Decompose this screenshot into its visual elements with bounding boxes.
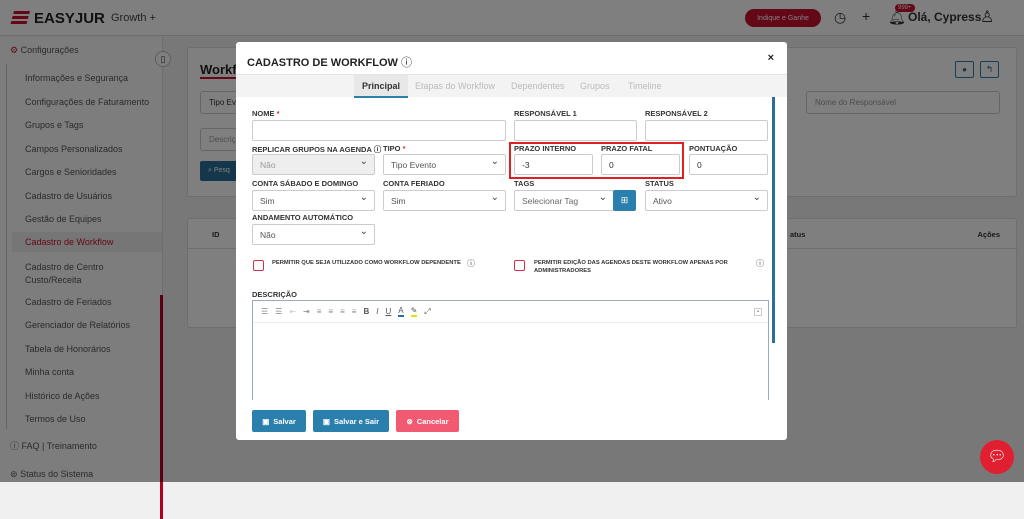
nome-label-text: NOME: [252, 109, 275, 118]
align-center-icon[interactable]: ≡: [328, 307, 334, 316]
indent-icon[interactable]: ⇥: [303, 307, 310, 316]
andamento-label: ANDAMENTO AUTOMÁTICO: [252, 213, 354, 222]
save-icon: ▣: [322, 416, 331, 426]
descricao-label: DESCRIÇÃO: [252, 290, 298, 299]
cancel-label: Cancelar: [416, 416, 449, 426]
conta-sabado-label: CONTA SÁBADO E DOMINGO: [252, 179, 359, 188]
ordered-list-icon[interactable]: ☰: [261, 307, 269, 316]
nome-label: NOME *: [252, 109, 280, 118]
tags-label: TAGS: [514, 179, 535, 188]
responsavel1-label: RESPONSÁVEL 1: [514, 109, 577, 118]
conta-sabado-select[interactable]: Sim: [252, 190, 375, 211]
prazo-fatal-input[interactable]: 0: [601, 154, 680, 175]
add-tag-button[interactable]: ⊞: [613, 190, 636, 211]
save-exit-button[interactable]: ▣ Salvar e Sair: [313, 410, 389, 432]
close-button[interactable]: ×: [767, 52, 774, 64]
editor-toolbar: ☰ ☰ ⇤ ⇥ ≡ ≡ ≡ ≡ B I U A ✎ ⤢ ▪: [253, 301, 768, 323]
help-icon[interactable]: ⓘ: [467, 259, 475, 268]
required-mark: *: [402, 144, 406, 153]
admin-checkbox-label: PERMITIR EDIÇÃO DAS AGENDAS DESTE WORKFL…: [534, 260, 728, 274]
fullscreen-icon[interactable]: ⤢: [424, 306, 431, 316]
descricao-editor[interactable]: ☰ ☰ ⇤ ⇥ ≡ ≡ ≡ ≡ B I U A ✎ ⤢ ▪: [252, 300, 769, 400]
replicar-label-text: REPLICAR GRUPOS NA AGENDA: [252, 145, 372, 154]
help-icon[interactable]: ⓘ: [756, 259, 764, 268]
status-label: STATUS: [645, 179, 674, 188]
prazo-interno-label: PRAZO INTERNO: [514, 144, 577, 153]
unordered-list-icon[interactable]: ☰: [275, 307, 283, 316]
tab-timeline[interactable]: Timeline: [628, 81, 662, 91]
modal-title: CADASTRO DE WORKFLOW ⓘ: [247, 54, 412, 70]
chat-button[interactable]: 💬︎: [980, 440, 1014, 474]
help-icon[interactable]: ⓘ: [401, 57, 412, 69]
align-left-icon[interactable]: ≡: [316, 307, 322, 316]
justify-icon[interactable]: ≡: [351, 307, 357, 316]
save-icon: ▣: [262, 416, 270, 426]
prazo-fatal-label: PRAZO FATAL: [601, 144, 653, 153]
highlight-icon[interactable]: ✎: [410, 306, 418, 317]
underline-icon[interactable]: U: [385, 307, 392, 316]
tipo-select[interactable]: Tipo Evento: [383, 154, 506, 175]
pontuacao-input[interactable]: 0: [689, 154, 768, 175]
tab-grupos[interactable]: Grupos: [580, 81, 610, 91]
cancel-icon: ⊗: [406, 416, 413, 426]
chat-icon: 💬︎: [987, 448, 1007, 465]
andamento-select[interactable]: Não: [252, 224, 375, 245]
tipo-label-text: TIPO: [383, 144, 401, 153]
replicar-select[interactable]: Não: [252, 154, 375, 175]
workflow-modal: CADASTRO DE WORKFLOW ⓘ × Principal Etapa…: [236, 42, 787, 440]
collapse-icon[interactable]: ▪: [753, 307, 762, 316]
cancel-button[interactable]: ⊗ Cancelar: [396, 410, 459, 432]
save-exit-label: Salvar e Sair: [334, 416, 380, 426]
bold-icon[interactable]: B: [363, 307, 370, 316]
admin-checkbox[interactable]: [514, 260, 525, 271]
modal-title-text: CADASTRO DE WORKFLOW: [247, 57, 398, 69]
conta-feriado-select[interactable]: Sim: [383, 190, 506, 211]
required-mark: *: [276, 109, 280, 118]
tipo-label: TIPO *: [383, 144, 406, 153]
save-label: Salvar: [273, 416, 296, 426]
text-color-icon[interactable]: A: [398, 306, 404, 317]
help-icon[interactable]: ⓘ: [373, 145, 382, 154]
save-button[interactable]: ▣ Salvar: [252, 410, 306, 432]
tab-dependentes[interactable]: Dependentes: [511, 81, 565, 91]
italic-icon[interactable]: I: [376, 307, 379, 316]
responsavel2-label: RESPONSÁVEL 2: [645, 109, 708, 118]
dependente-checkbox-label: PERMITIR QUE SEJA UTILIZADO COMO WORKFLO…: [272, 260, 461, 266]
highlight-box: [509, 142, 684, 179]
outdent-icon[interactable]: ⇤: [289, 307, 297, 316]
status-select[interactable]: Ativo: [645, 190, 768, 211]
nome-input[interactable]: [252, 120, 506, 141]
tab-bar: Principal Etapas do Workflow Dependentes…: [236, 74, 787, 98]
tags-select[interactable]: Selecionar Tag: [514, 190, 614, 211]
prazo-interno-input[interactable]: -3: [514, 154, 593, 175]
tab-etapas[interactable]: Etapas do Workflow: [415, 81, 495, 91]
responsavel1-input[interactable]: [514, 120, 637, 141]
modal-scrollbar[interactable]: [772, 97, 775, 343]
replicar-label: REPLICAR GRUPOS NA AGENDA ⓘ: [252, 144, 381, 155]
align-right-icon[interactable]: ≡: [340, 307, 345, 316]
tab-principal[interactable]: Principal: [354, 75, 409, 98]
conta-feriado-label: CONTA FERIADO: [383, 179, 445, 188]
pontuacao-label: PONTUAÇÃO: [689, 144, 738, 153]
dependente-checkbox[interactable]: [253, 260, 264, 271]
responsavel2-input[interactable]: [645, 120, 768, 141]
